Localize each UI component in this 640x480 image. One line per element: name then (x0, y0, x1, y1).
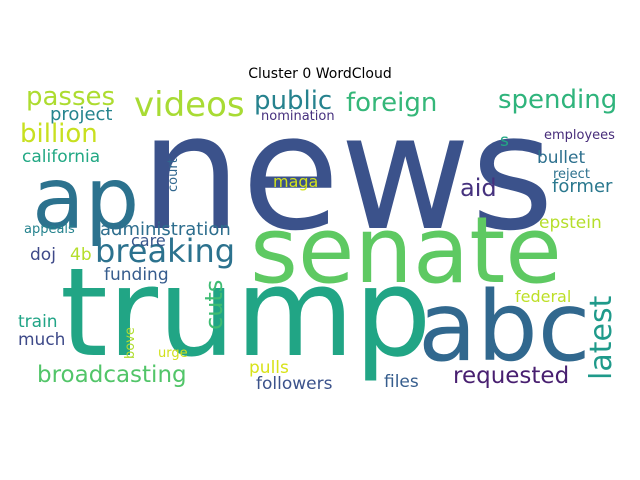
word-epstein: epstein (539, 213, 602, 233)
word-administration: administration (100, 219, 231, 240)
word-public: public (254, 86, 332, 116)
word-foreign: foreign (346, 88, 437, 118)
word-pulls: pulls (249, 358, 289, 378)
word-employees: employees (544, 128, 615, 143)
word-care: care (131, 231, 166, 250)
word-ap: ap (32, 149, 139, 249)
word-court: court (166, 158, 181, 192)
word-breaking: breaking (95, 232, 235, 270)
word-news: news (140, 79, 554, 266)
word-former: former (552, 176, 613, 197)
word-abc: abc (418, 271, 591, 383)
word-latest: latest (584, 295, 619, 380)
word-project: project (50, 104, 112, 125)
word-reject: reject (553, 167, 590, 182)
word-broadcasting: broadcasting (37, 362, 187, 388)
word-files: files (384, 372, 419, 392)
word-bove: bove (123, 327, 138, 359)
word-train: train (18, 312, 58, 332)
word-senate: senate (250, 197, 562, 304)
word-aid: aid (460, 174, 497, 202)
word-appeals: appeals (24, 222, 75, 237)
word-cuts: cuts (200, 280, 228, 330)
word-spending: spending (498, 85, 617, 115)
word-nomination: nomination (261, 109, 335, 124)
word-requested: requested (453, 363, 569, 389)
word-trump: trump (60, 242, 432, 384)
word-federal: federal (515, 287, 571, 306)
word-urge: urge (158, 346, 188, 361)
word-doj: doj (30, 245, 56, 265)
word-s: s (500, 131, 509, 151)
word-passes: passes (26, 82, 115, 112)
word-videos: videos (134, 85, 245, 125)
word-billion: billion (20, 119, 98, 149)
chart-title: Cluster 0 WordCloud (248, 66, 392, 82)
word-california: california (22, 147, 100, 167)
word-much: much (18, 330, 65, 350)
word-bullet: bullet (537, 148, 585, 168)
word-maga: maga (273, 172, 318, 191)
word-4b: 4b (70, 245, 92, 265)
word-followers: followers (256, 374, 333, 394)
word-funding: funding (104, 265, 169, 285)
